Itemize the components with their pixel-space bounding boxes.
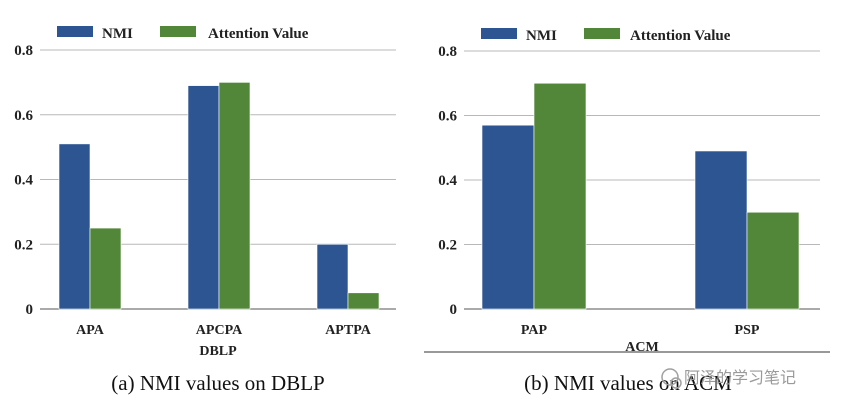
y-tick-label: 0	[26, 302, 34, 318]
y-tick-label: 0.6	[14, 108, 33, 124]
bars-dblp	[58, 82, 380, 310]
bar-attention-value-apcpa	[218, 82, 251, 310]
x-tick-label-aptpa: APTPA	[325, 323, 372, 338]
bars-acm	[481, 82, 800, 310]
bar-attention-value-psp	[746, 211, 800, 310]
x-ticks-acm: PAP PSP	[521, 323, 760, 338]
bar-nmi-apa	[58, 143, 91, 310]
watermark: 阿泽的学习笔记	[661, 368, 796, 389]
watermark-text: 阿泽的学习笔记	[684, 368, 796, 387]
x-tick-label-pap: PAP	[521, 323, 548, 338]
bar-nmi-apcpa	[187, 85, 220, 310]
x-ticks-dblp: APA APCPA APTPA	[76, 323, 372, 338]
panel-dblp: 0 0.2 0.4 0.6 0.8 APA APCPA APTPA DBLP NMI Att…	[14, 26, 396, 395]
legend-swatch-nmi	[481, 28, 517, 39]
y-tick-label: 0	[450, 302, 458, 318]
y-tick-label: 0.2	[438, 238, 457, 254]
y-tick-label: 0.8	[14, 43, 33, 59]
legend-swatch-attention	[584, 28, 620, 39]
legend-dblp: NMI Attention Value	[57, 26, 309, 42]
legend-label-nmi: NMI	[102, 26, 133, 42]
legend-swatch-attention	[160, 26, 196, 37]
x-tick-label-psp: PSP	[735, 323, 760, 338]
y-ticks-dblp: 0 0.2 0.4 0.6 0.8	[14, 43, 33, 318]
y-tick-label: 0.8	[438, 44, 457, 60]
y-ticks-acm: 0 0.2 0.4 0.6 0.8	[438, 44, 457, 318]
panel-acm: 0 0.2 0.4 0.6 0.8 PAP PSP ACM NMI Attention V…	[424, 28, 830, 395]
x-tick-label-apa: APA	[76, 323, 105, 338]
x-axis-label-acm: ACM	[625, 340, 658, 355]
caption-dblp: (a) NMI values on DBLP	[111, 371, 324, 395]
legend-label-nmi: NMI	[526, 28, 557, 44]
y-tick-label: 0.6	[438, 109, 457, 125]
y-tick-label: 0.4	[14, 173, 33, 189]
bar-attention-value-aptpa	[347, 292, 380, 310]
wechat-icon-dot	[670, 377, 682, 389]
y-tick-label: 0.2	[14, 237, 33, 253]
legend-label-attention: Attention Value	[630, 28, 731, 44]
bar-nmi-pap	[481, 124, 535, 310]
bar-nmi-psp	[694, 150, 748, 310]
legend-label-attention: Attention Value	[208, 26, 309, 42]
x-tick-label-apcpa: APCPA	[196, 323, 243, 338]
bar-attention-value-pap	[533, 82, 587, 310]
legend-acm: NMI Attention Value	[481, 28, 731, 44]
wechat-icon	[661, 368, 679, 386]
legend-swatch-nmi	[57, 26, 93, 37]
y-tick-label: 0.4	[438, 173, 457, 189]
bar-attention-value-apa	[89, 227, 122, 310]
caption-acm: (b) NMI values on ACM	[524, 371, 732, 395]
x-axis-label-dblp: DBLP	[199, 344, 237, 359]
bar-nmi-aptpa	[316, 243, 349, 310]
